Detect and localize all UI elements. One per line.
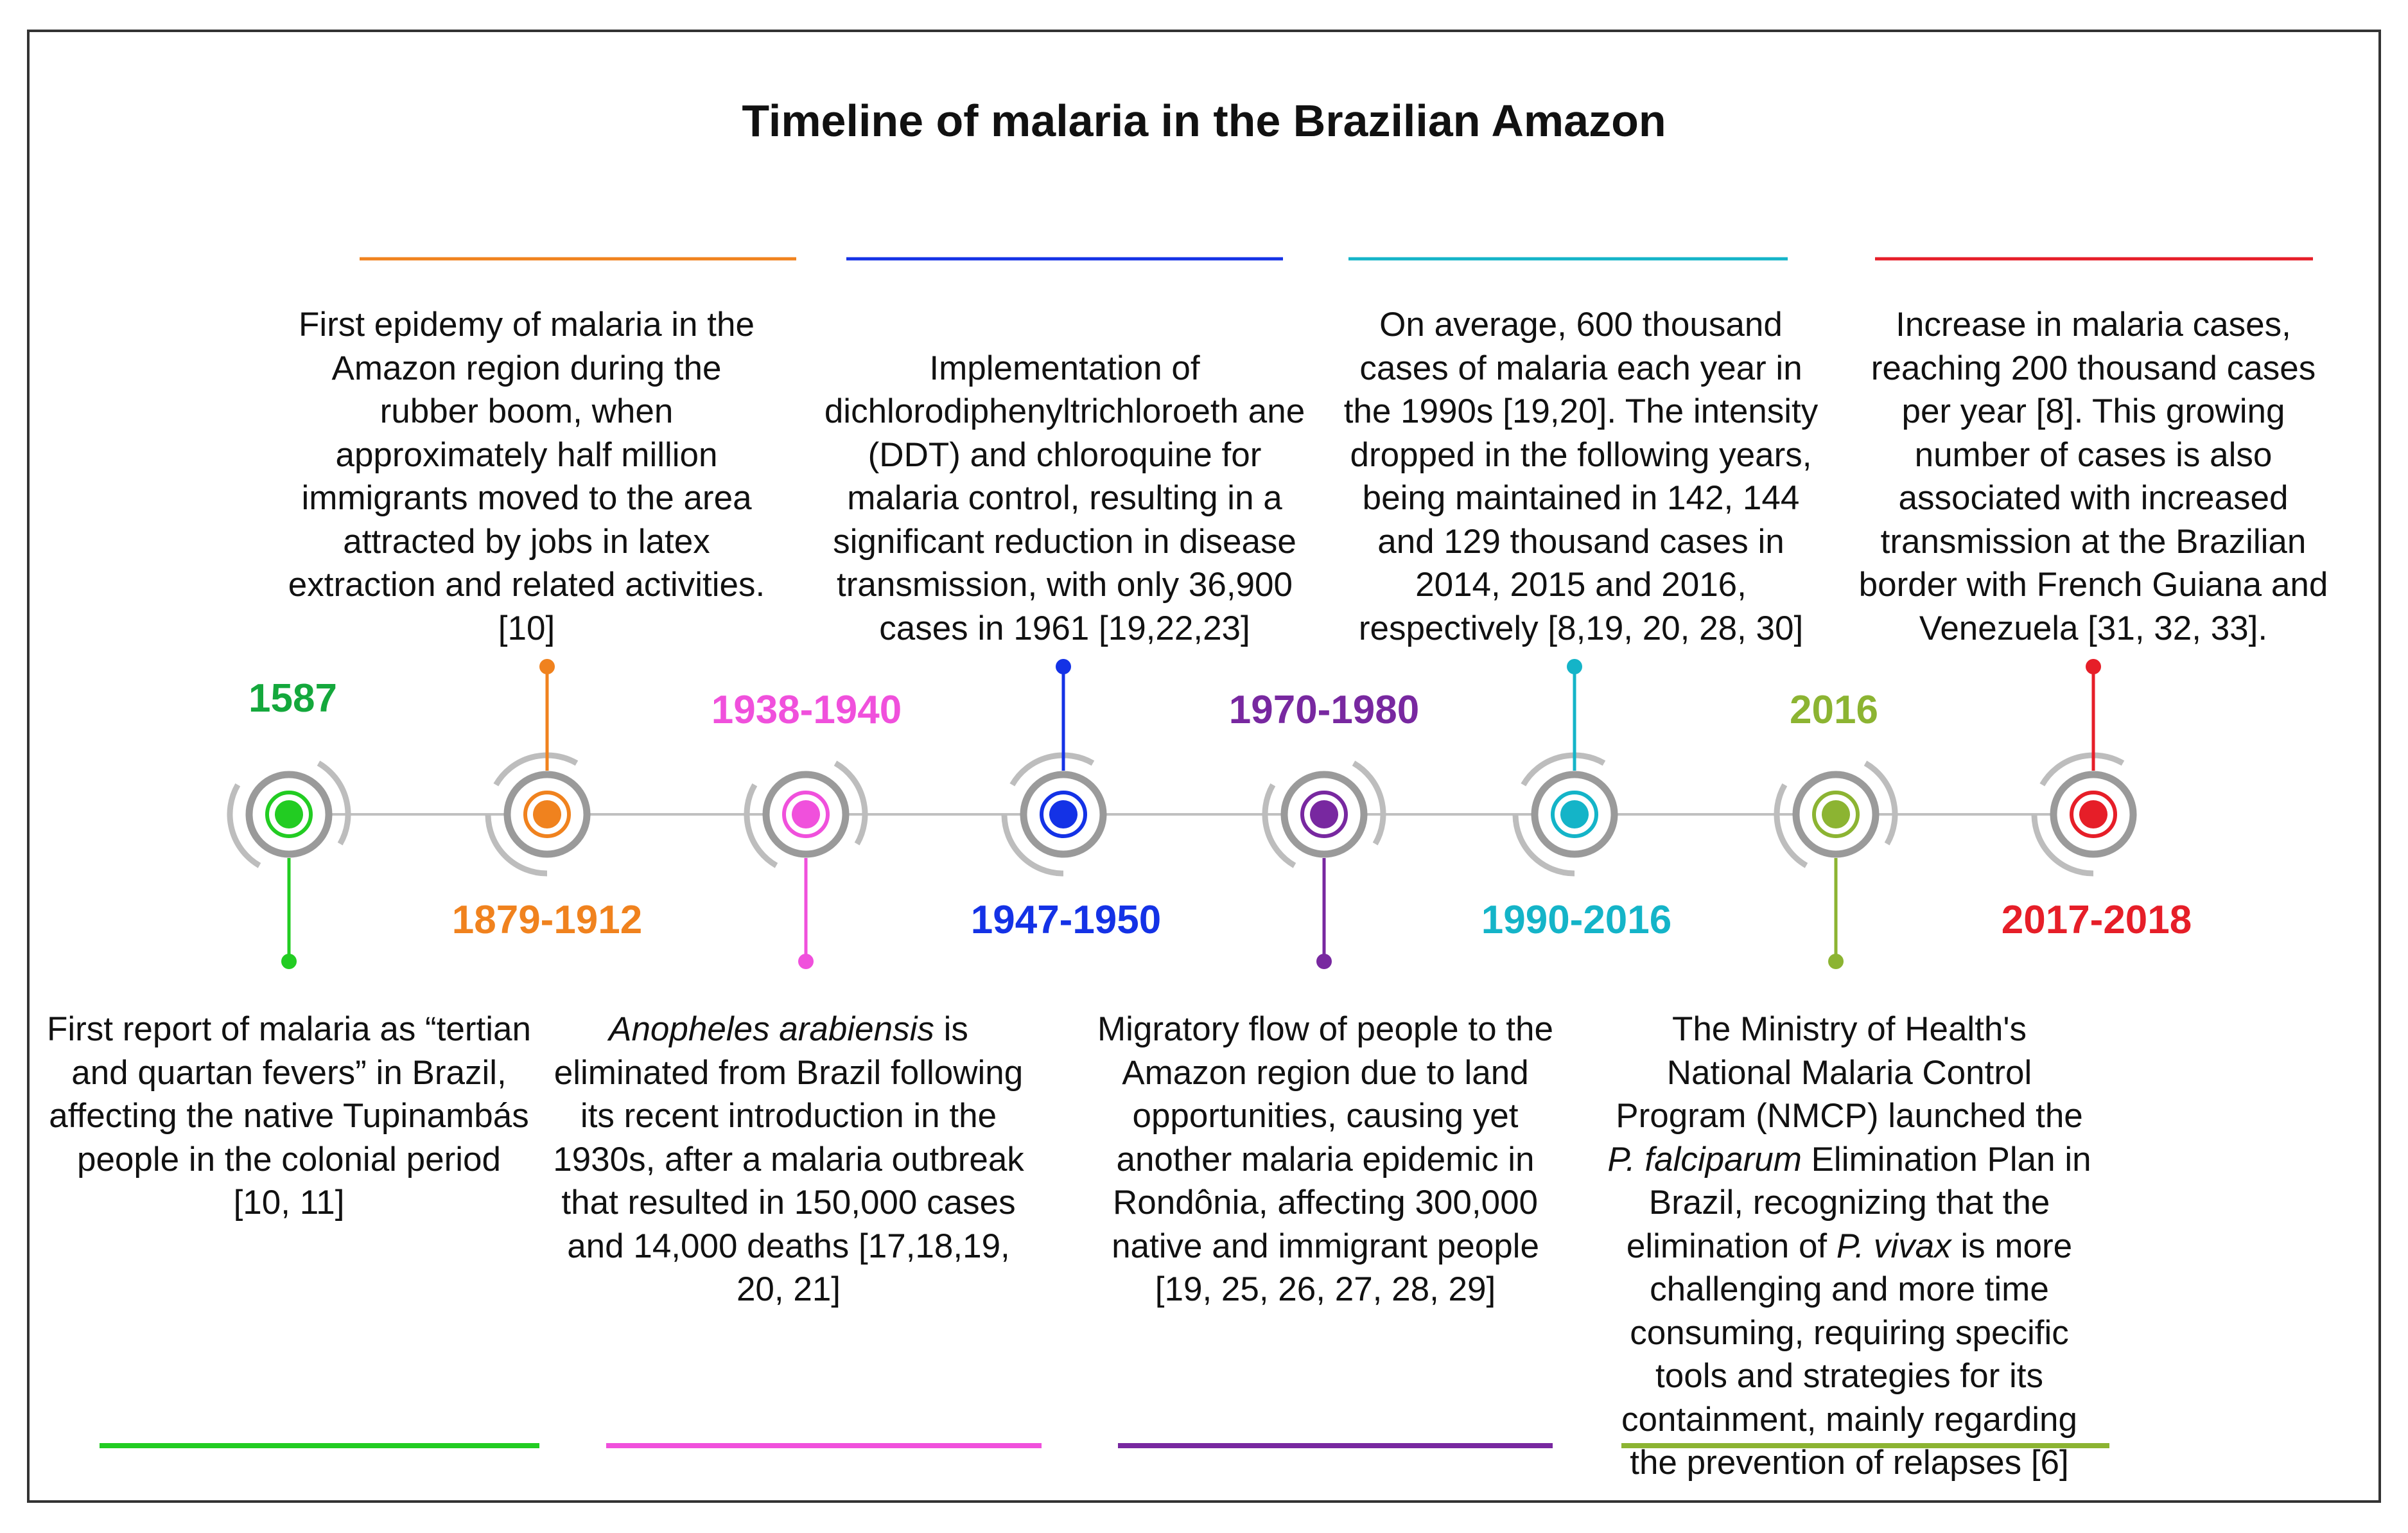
event-date: 1938-1940: [711, 688, 902, 732]
event-date: 1970-1980: [1228, 688, 1420, 732]
description-text: First epidemy of malaria in the Amazon r…: [288, 306, 765, 647]
node-arc: [1262, 783, 1296, 868]
node-dot: [1560, 800, 1589, 828]
stem-endpoint: [281, 954, 297, 969]
figure-title: Timeline of malaria in the Brazilian Ama…: [742, 96, 1666, 146]
node-dot: [1822, 800, 1850, 828]
event-description: Implementation of dichlorodiphenyltrichl…: [821, 347, 1309, 651]
node-dot: [1310, 800, 1338, 828]
event-date: 1879-1912: [451, 898, 643, 942]
species-name: P. falciparum: [1607, 1140, 1802, 1178]
node-arc: [1774, 783, 1808, 868]
species-name: Anopheles arabiensis: [609, 1010, 934, 1048]
stem-endpoint: [1828, 954, 1844, 969]
description-text: Increase in malaria cases, reaching 200 …: [1858, 306, 2328, 647]
node-arc: [1512, 814, 1575, 877]
node-arc: [227, 783, 261, 868]
event-description: Anopheles arabiensis is eliminated from …: [545, 1008, 1033, 1311]
event-description: First report of malaria as “tertian and …: [45, 1008, 533, 1225]
node-arc: [2039, 752, 2125, 787]
event-description: Increase in malaria cases, reaching 200 …: [1849, 303, 2337, 650]
node-arc: [317, 760, 351, 846]
timeline-node: [360, 257, 796, 877]
event-description: Migratory flow of people to the Amazon r…: [1081, 1008, 1569, 1311]
stem-endpoint: [1056, 659, 1071, 674]
node-arc: [1863, 760, 1898, 846]
stem-endpoint: [1567, 659, 1582, 674]
description-text: The Ministry of Health's National Malari…: [1616, 1010, 2083, 1135]
stem-endpoint: [798, 954, 814, 969]
timeline-node: [606, 760, 1042, 1448]
stem-endpoint: [539, 659, 555, 674]
timeline-node: [1875, 257, 2313, 877]
figure-border: [27, 30, 2381, 1503]
node-arc: [1009, 752, 1095, 787]
node-arc: [1001, 814, 1064, 877]
description-text: First report of malaria as “tertian and …: [46, 1010, 531, 1222]
species-name: P. vivax: [1836, 1227, 1951, 1265]
node-dot: [533, 800, 561, 828]
event-date: 2016: [1790, 688, 1878, 732]
node-arc: [493, 752, 579, 787]
node-dot: [275, 800, 303, 828]
node-dot: [1049, 800, 1077, 828]
timeline-node: [1348, 257, 1788, 877]
node-dot: [2079, 800, 2107, 828]
description-text: On average, 600 thousand cases of malari…: [1343, 306, 1819, 647]
description-text: is eliminated from Brazil following its …: [553, 1010, 1024, 1308]
event-description: The Ministry of Health's National Malari…: [1605, 1008, 2093, 1485]
event-description: First epidemy of malaria in the Amazon r…: [283, 303, 771, 650]
timeline-node: [1118, 760, 1553, 1448]
node-dot: [792, 800, 820, 828]
timeline-node: [1621, 760, 2109, 1448]
description-text: is more challenging and more time consum…: [1621, 1227, 2077, 1482]
node-arc: [485, 814, 548, 877]
event-date: 2017-2018: [2001, 898, 2192, 942]
node-arc: [1352, 760, 1386, 846]
description-text: Implementation of dichlorodiphenyltrichl…: [824, 349, 1305, 647]
description-text: Elimination Plan in Brazil, recognizing …: [1626, 1140, 2091, 1265]
event-date: 1587: [249, 676, 337, 721]
event-date: 1947-1950: [970, 898, 1162, 942]
stem-endpoint: [1316, 954, 1332, 969]
event-description: On average, 600 thousand cases of malari…: [1337, 303, 1825, 650]
timeline-node: [846, 257, 1283, 877]
node-arc: [2031, 814, 2094, 877]
stem-endpoint: [2086, 659, 2101, 674]
timeline-node: [100, 760, 539, 1448]
event-date: 1990-2016: [1481, 898, 1672, 942]
node-arc: [744, 783, 778, 868]
node-arc: [1521, 752, 1606, 787]
node-arc: [833, 760, 868, 846]
description-text: Migratory flow of people to the Amazon r…: [1097, 1010, 1553, 1308]
